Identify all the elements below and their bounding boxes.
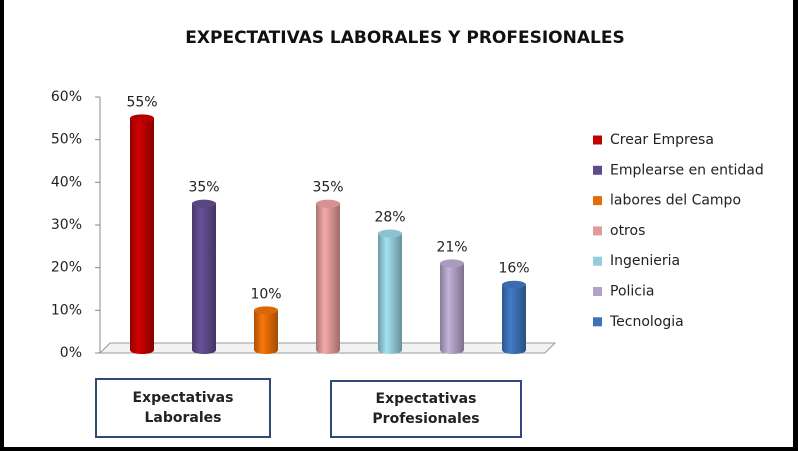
legend-label: Crear Empresa: [610, 132, 714, 148]
bar-top: [130, 114, 154, 123]
bar-body: [316, 203, 340, 350]
y-tick-label: 40%: [51, 174, 82, 190]
bar: [378, 229, 402, 354]
bar-body: [378, 233, 402, 350]
data-label: 16%: [498, 261, 529, 277]
data-label: 55%: [126, 94, 157, 110]
group-label: Expectativas Profesionales: [330, 380, 522, 438]
bar: [316, 199, 340, 354]
bar-top: [316, 199, 340, 208]
legend-swatch: [593, 196, 602, 206]
data-label: 28%: [374, 210, 405, 226]
bar-top: [440, 259, 464, 268]
bar: [502, 280, 526, 354]
y-tick-label: 10%: [51, 302, 82, 318]
legend-swatch: [593, 135, 602, 145]
legend-label: otros: [610, 223, 645, 239]
bar-body: [254, 310, 278, 350]
legend-label: labores del Campo: [610, 193, 741, 209]
bar-top: [502, 280, 526, 289]
bar: [254, 306, 278, 354]
legend-label: Ingenieria: [610, 253, 680, 269]
bar: [440, 259, 464, 354]
legend-label: Tecnologia: [609, 314, 684, 330]
bar: [130, 114, 154, 354]
y-tick-label: 60%: [51, 89, 82, 105]
y-tick-label: 30%: [51, 217, 82, 233]
data-label: 21%: [436, 239, 467, 255]
legend-swatch: [593, 287, 602, 296]
data-label: 35%: [188, 180, 219, 196]
chart-title: EXPECTATIVAS LABORALES Y PROFESIONALES: [185, 28, 624, 48]
legend-swatch: [593, 256, 602, 266]
bar-top: [254, 306, 278, 315]
bar-body: [192, 203, 216, 350]
bar-body: [130, 118, 154, 350]
legend-label: Emplearse en entidad: [610, 162, 764, 178]
bar-top: [378, 229, 402, 238]
bar-body: [502, 284, 526, 350]
legend-label: Policia: [610, 284, 654, 300]
bar-body: [440, 263, 464, 350]
group-label: Expectativas Laborales: [95, 378, 271, 438]
legend-swatch: [593, 165, 602, 175]
y-tick-label: 0%: [60, 345, 82, 361]
data-label: 10%: [250, 286, 281, 302]
y-tick-label: 50%: [51, 132, 82, 148]
legend-swatch: [593, 317, 602, 327]
bar: [192, 199, 216, 354]
legend-swatch: [593, 226, 602, 236]
data-label: 35%: [312, 180, 343, 196]
y-tick-label: 20%: [51, 260, 82, 276]
bar-top: [192, 199, 216, 208]
